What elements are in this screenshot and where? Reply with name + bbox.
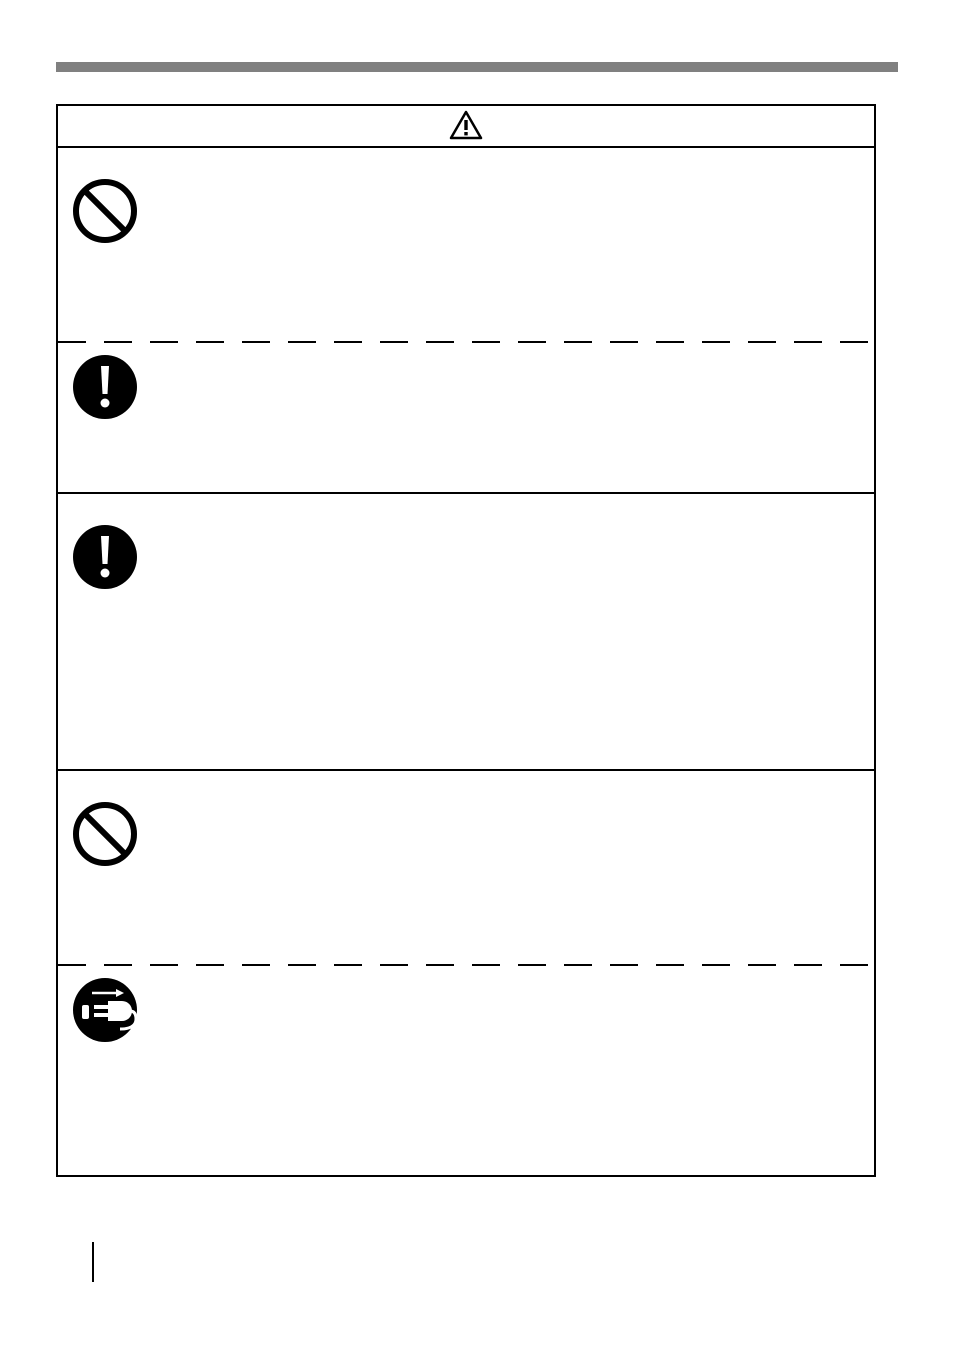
prohibition-icon <box>72 178 138 249</box>
page <box>0 0 954 1355</box>
safety-table <box>56 104 876 1177</box>
section-1 <box>58 148 874 494</box>
section-2 <box>58 494 874 771</box>
top-rule <box>56 62 898 72</box>
warning-triangle-icon <box>449 110 483 145</box>
section-3 <box>58 771 874 1175</box>
mandatory-exclaim-icon <box>72 354 138 425</box>
mandatory-exclaim-icon <box>72 524 138 595</box>
page-number-divider <box>56 1242 94 1282</box>
unplug-icon <box>72 977 138 1048</box>
table-header <box>58 106 874 148</box>
prohibition-icon <box>72 801 138 872</box>
